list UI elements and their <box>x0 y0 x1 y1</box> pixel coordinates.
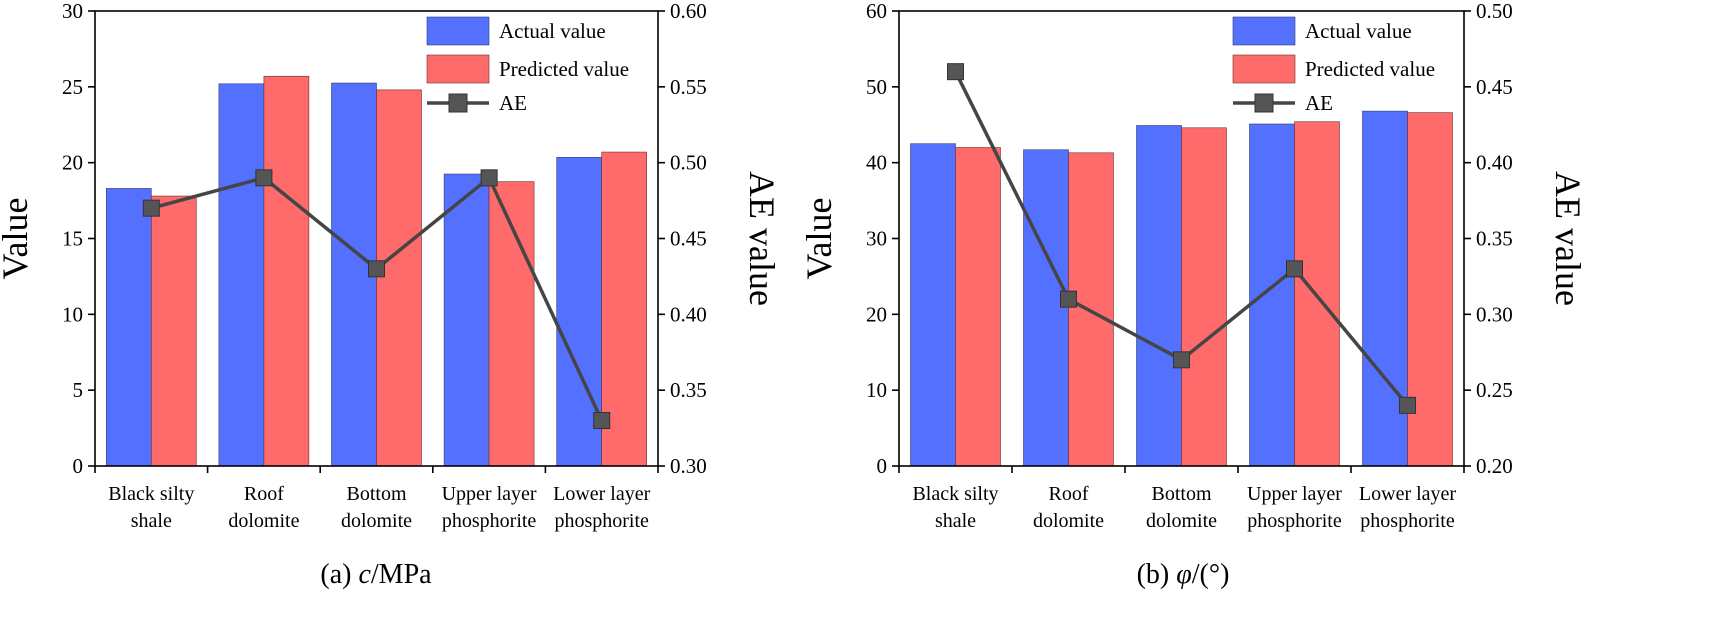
y2-axis-title: AE value <box>742 171 782 306</box>
y-tick-label: 0 <box>877 454 888 478</box>
ae-point <box>593 412 611 429</box>
y-tick-label: 30 <box>866 227 887 251</box>
legend-label-predicted: Predicted value <box>1305 57 1435 81</box>
y2-tick-label: 0.30 <box>670 454 707 478</box>
bar-actual <box>1023 149 1069 467</box>
legend-swatch-predicted <box>426 54 490 84</box>
bar-predicted <box>376 89 422 467</box>
y-tick-label: 15 <box>62 227 83 251</box>
ae-point <box>1399 396 1416 414</box>
x-tick-label: Bottom dolomite <box>341 483 412 532</box>
y-axis-title: Value <box>0 198 35 280</box>
legend-swatch-actual <box>1232 16 1296 46</box>
bar-actual <box>1249 123 1295 467</box>
x-tick-label: Lower layer phosphorite <box>1359 483 1457 532</box>
ae-point <box>1173 351 1190 369</box>
x-tick-label: Upper layer phosphorite <box>442 483 537 532</box>
y2-tick-label: 0.45 <box>670 227 707 251</box>
y2-tick-label: 0.45 <box>1476 75 1513 99</box>
bar-actual <box>443 173 490 467</box>
y-tick-label: 40 <box>866 151 887 175</box>
x-tick-label: Black silty shale <box>912 483 998 532</box>
ae-point <box>368 260 385 278</box>
legend-swatch-actual <box>426 16 490 46</box>
x-tick-label: Upper layer phosphorite <box>1247 483 1342 532</box>
legend: Actual value Predicted value AE <box>426 16 629 115</box>
y-tick-label: 10 <box>62 302 83 326</box>
y2-tick-label: 0.50 <box>1476 0 1513 23</box>
y-tick-label: 20 <box>866 302 887 326</box>
y-axis-title: Value <box>799 198 839 280</box>
bar-actual <box>218 83 265 467</box>
panel-caption: (a) c/MPa <box>320 559 432 590</box>
x-tick-label: Roof dolomite <box>1033 483 1104 532</box>
bar-actual <box>1136 125 1182 467</box>
ae-point <box>947 63 964 81</box>
y-tick-label: 25 <box>62 75 83 99</box>
y-tick-label: 50 <box>866 75 887 99</box>
y2-tick-label: 0.35 <box>1476 227 1513 251</box>
y2-tick-label: 0.55 <box>670 75 707 99</box>
bar-predicted <box>955 147 1001 467</box>
bar-predicted <box>263 75 310 467</box>
x-tick-label: Lower layer phosphorite <box>553 483 651 532</box>
legend-swatch-ae-marker <box>448 93 468 113</box>
ae-point <box>1286 260 1303 278</box>
y2-tick-label: 0.20 <box>1476 454 1513 478</box>
panel-caption: (b) φ/(°) <box>1137 559 1230 590</box>
y2-tick-label: 0.35 <box>670 378 707 402</box>
y-tick-label: 60 <box>866 0 887 23</box>
legend-label-actual: Actual value <box>1305 19 1412 43</box>
y-tick-label: 10 <box>866 378 887 402</box>
bar-actual <box>910 143 956 467</box>
x-tick-label: Bottom dolomite <box>1146 483 1217 532</box>
chart-panel-1: 0 5 10 15 20 25 30 0.30 0.35 0.40 0.45 0.50 0.55 0.60… <box>0 0 782 590</box>
legend: Actual value Predicted value AE <box>1232 16 1435 115</box>
y2-tick-label: 0.60 <box>670 0 707 23</box>
y2-tick-label: 0.50 <box>670 151 707 175</box>
ae-point <box>142 199 160 217</box>
chart-panel-2: 0 10 20 30 40 50 60 0.20 0.25 0.30 0.35 0.40 0.45 0.5… <box>799 0 1588 590</box>
legend-label-actual: Actual value <box>499 19 606 43</box>
legend-label-ae: AE <box>1305 91 1333 115</box>
y2-tick-label: 0.25 <box>1476 378 1513 402</box>
bar-predicted <box>151 195 197 467</box>
x-tick-label: Black silty shale <box>108 483 194 532</box>
legend-label-ae: AE <box>499 91 527 115</box>
ae-point <box>255 169 273 187</box>
y-tick-label: 20 <box>62 151 83 175</box>
legend-label-predicted: Predicted value <box>499 57 629 81</box>
legend-swatch-ae-marker <box>1254 93 1274 113</box>
ae-point <box>480 169 498 187</box>
legend-swatch-predicted <box>1232 54 1296 84</box>
ae-point <box>1060 290 1077 308</box>
y-tick-label: 30 <box>62 0 83 23</box>
x-tick-label: Roof dolomite <box>228 483 299 532</box>
y2-tick-label: 0.40 <box>1476 151 1513 175</box>
y2-tick-label: 0.40 <box>670 302 707 326</box>
bar-predicted <box>1181 127 1227 467</box>
y-tick-label: 5 <box>73 378 84 402</box>
bar-actual <box>106 188 152 467</box>
y-tick-label: 0 <box>73 454 84 478</box>
y2-axis-title: AE value <box>1548 171 1588 306</box>
y2-tick-label: 0.30 <box>1476 302 1513 326</box>
